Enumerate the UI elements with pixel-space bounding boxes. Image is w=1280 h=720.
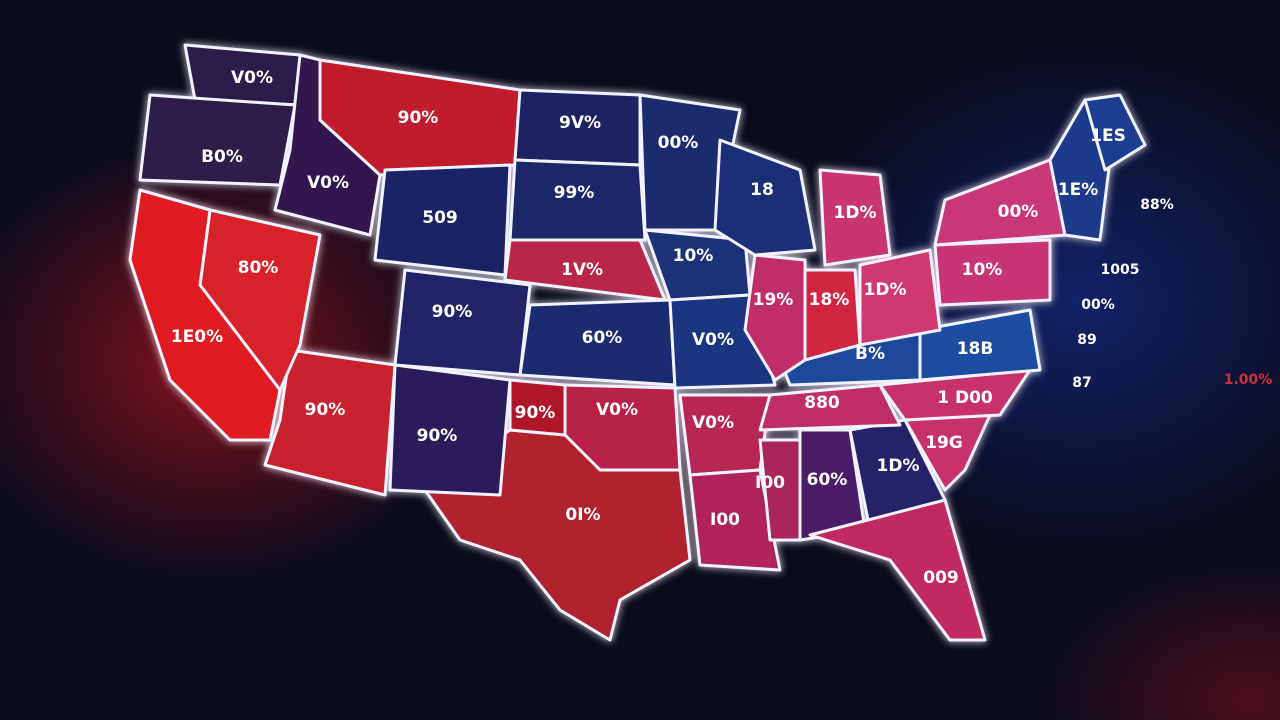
state-label: V0% <box>692 413 734 433</box>
state-label: 19% <box>753 290 794 310</box>
state-label: 19G <box>925 433 963 453</box>
state-label: 1E0% <box>171 327 223 347</box>
state <box>388 363 512 497</box>
state-label: 90% <box>515 403 556 423</box>
state <box>818 168 892 267</box>
state <box>263 348 397 497</box>
state-label: 60% <box>807 470 848 490</box>
side-label: 89 <box>1077 332 1096 348</box>
side-label: 87 <box>1072 375 1091 391</box>
state <box>138 93 297 187</box>
state-label: 99% <box>554 183 595 203</box>
state-label: V0% <box>231 68 273 88</box>
state <box>743 253 807 382</box>
state-label: 880 <box>804 393 840 413</box>
state-label: 1 D00 <box>937 388 993 408</box>
side-label: 00% <box>1081 297 1115 313</box>
state-label: 10% <box>962 260 1003 280</box>
state-label: V0% <box>596 400 638 420</box>
state-label: 1E% <box>1058 180 1098 200</box>
side-label: 88% <box>1140 197 1174 213</box>
state <box>508 378 567 437</box>
labels: V0% B0% V0% 90% 509 9V% 99% 1V% 90% 60% V0% 0I% 90% 9… <box>171 68 1272 588</box>
state-label: 1D% <box>834 203 877 223</box>
state-label: 90% <box>417 426 458 446</box>
state-label: I00 <box>710 510 740 530</box>
state-label: 60% <box>582 328 623 348</box>
state <box>1083 93 1147 172</box>
state-label: 009 <box>923 568 959 588</box>
side-label: 1005 <box>1101 262 1140 278</box>
state <box>393 268 532 377</box>
state-label: 0I% <box>565 505 600 525</box>
state-label: 10% <box>673 246 714 266</box>
state <box>713 138 817 257</box>
state <box>858 248 942 347</box>
state-label: I00 <box>755 473 785 493</box>
state-label: V0% <box>692 330 734 350</box>
state-label: 18% <box>809 290 850 310</box>
state-label: 18 <box>750 180 774 200</box>
state <box>508 158 647 242</box>
state <box>688 468 782 572</box>
state-label: 90% <box>305 400 346 420</box>
state <box>678 393 772 477</box>
state <box>758 383 902 432</box>
state-label: 1D% <box>864 280 907 300</box>
state <box>803 268 862 362</box>
state-label: 00% <box>998 202 1039 222</box>
state <box>933 238 1052 307</box>
state-label: 1ES <box>1090 126 1126 146</box>
state-label: B% <box>855 344 885 364</box>
state-label: 00% <box>658 133 699 153</box>
state-label: B0% <box>201 147 243 167</box>
state <box>128 188 282 442</box>
side-label: 1.00% <box>1224 372 1273 388</box>
state-label: 1D% <box>877 456 920 476</box>
state <box>918 308 1042 382</box>
state-label: V0% <box>307 173 349 193</box>
state-label: 90% <box>432 302 473 322</box>
state-label: 80% <box>238 258 279 278</box>
state-label: 90% <box>398 108 439 128</box>
state-label: 1V% <box>561 260 603 280</box>
state-label: 18B <box>957 339 994 359</box>
state <box>808 498 987 642</box>
state-label: 509 <box>422 208 458 228</box>
state-label: 9V% <box>559 113 601 133</box>
states <box>128 43 1147 642</box>
